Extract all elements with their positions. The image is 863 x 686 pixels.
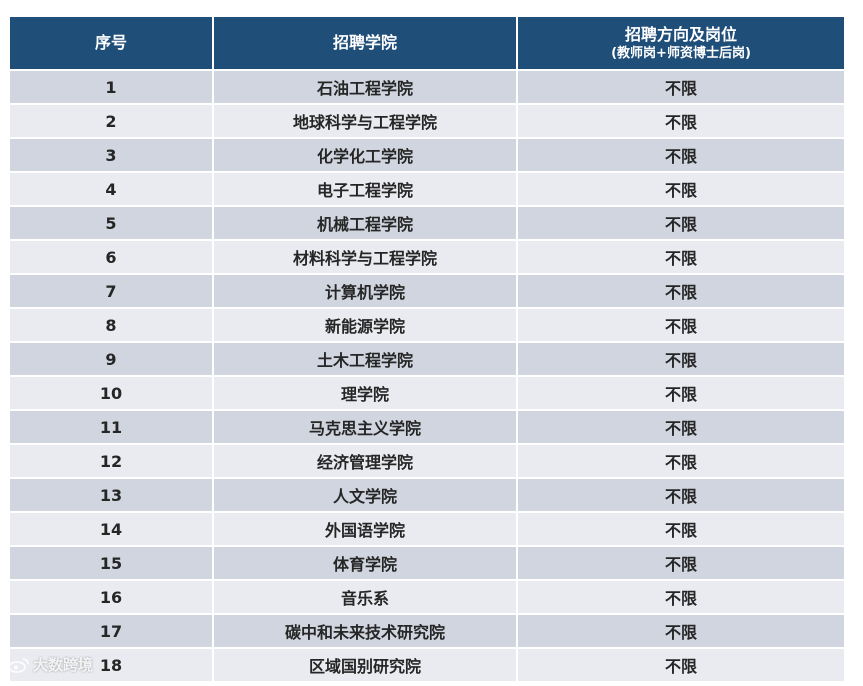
table-row: 3 化学化工学院 不限: [10, 139, 844, 171]
table-row: 6 材料科学与工程学院 不限: [10, 241, 844, 273]
table-row: 10 理学院 不限: [10, 377, 844, 409]
cell-number: 6: [10, 241, 212, 273]
table-body: 1 石油工程学院 不限 2 地球科学与工程学院 不限 3 化学化工学院 不限 4 电子工程学院 不限 5…: [10, 71, 844, 681]
cell-post: 不限: [518, 581, 844, 613]
header-number-label: 序号: [94, 33, 127, 52]
table-row: 7 计算机学院 不限: [10, 275, 844, 307]
cell-post: 不限: [518, 275, 844, 307]
cell-school: 材料科学与工程学院: [214, 241, 516, 273]
table-row: 16 音乐系 不限: [10, 581, 844, 613]
cell-number: 13: [10, 479, 212, 511]
cell-school: 地球科学与工程学院: [214, 105, 516, 137]
table-row: 12 经济管理学院 不限: [10, 445, 844, 477]
header-post: 招聘方向及岗位 (教师岗+师资博士后岗): [518, 17, 844, 69]
cell-number: 17: [10, 615, 212, 647]
cell-post: 不限: [518, 411, 844, 443]
cell-school: 机械工程学院: [214, 207, 516, 239]
table-row: 9 土木工程学院 不限: [10, 343, 844, 375]
cell-school: 体育学院: [214, 547, 516, 579]
cell-post: 不限: [518, 241, 844, 273]
cell-number: 9: [10, 343, 212, 375]
cell-post: 不限: [518, 207, 844, 239]
table-row: 4 电子工程学院 不限: [10, 173, 844, 205]
cell-school: 计算机学院: [214, 275, 516, 307]
table-row: 18 区域国别研究院 不限: [10, 649, 844, 681]
header-school-label: 招聘学院: [332, 33, 397, 52]
table-row: 13 人文学院 不限: [10, 479, 844, 511]
table-row: 8 新能源学院 不限: [10, 309, 844, 341]
cell-post: 不限: [518, 445, 844, 477]
cell-number: 4: [10, 173, 212, 205]
recruitment-table: 序号 招聘学院 招聘方向及岗位 (教师岗+师资博士后岗) 1 石油工程学院 不限 2 地…: [10, 17, 844, 683]
cell-post: 不限: [518, 649, 844, 681]
table-row: 14 外国语学院 不限: [10, 513, 844, 545]
cell-number: 18: [10, 649, 212, 681]
cell-number: 8: [10, 309, 212, 341]
header-post-sublabel: (教师岗+师资博士后岗): [611, 45, 751, 61]
cell-post: 不限: [518, 513, 844, 545]
cell-post: 不限: [518, 139, 844, 171]
cell-number: 3: [10, 139, 212, 171]
cell-school: 土木工程学院: [214, 343, 516, 375]
cell-post: 不限: [518, 343, 844, 375]
header-number: 序号: [10, 17, 212, 69]
cell-school: 理学院: [214, 377, 516, 409]
cell-number: 2: [10, 105, 212, 137]
watermark-text: 大数跨境: [33, 656, 94, 674]
cell-school: 马克思主义学院: [214, 411, 516, 443]
cell-number: 10: [10, 377, 212, 409]
cell-school: 人文学院: [214, 479, 516, 511]
cell-school: 外国语学院: [214, 513, 516, 545]
header-school: 招聘学院: [214, 17, 516, 69]
cell-post: 不限: [518, 377, 844, 409]
cell-post: 不限: [518, 309, 844, 341]
table-row: 11 马克思主义学院 不限: [10, 411, 844, 443]
weibo-logo-icon: [8, 657, 29, 673]
cell-post: 不限: [518, 173, 844, 205]
cell-school: 区域国别研究院: [214, 649, 516, 681]
table-row: 2 地球科学与工程学院 不限: [10, 105, 844, 137]
table-row: 17 碳中和未来技术研究院 不限: [10, 615, 844, 647]
cell-number: 1: [10, 71, 212, 103]
cell-number: 7: [10, 275, 212, 307]
table-row: 5 机械工程学院 不限: [10, 207, 844, 239]
cell-post: 不限: [518, 479, 844, 511]
cell-school: 化学化工学院: [214, 139, 516, 171]
watermark: 大数跨境: [8, 654, 93, 675]
cell-number: 12: [10, 445, 212, 477]
cell-school: 石油工程学院: [214, 71, 516, 103]
cell-school: 新能源学院: [214, 309, 516, 341]
table-row: 1 石油工程学院 不限: [10, 71, 844, 103]
table-row: 15 体育学院 不限: [10, 547, 844, 579]
table-header: 序号 招聘学院 招聘方向及岗位 (教师岗+师资博士后岗): [10, 17, 844, 69]
cell-number: 5: [10, 207, 212, 239]
header-post-label: 招聘方向及岗位: [624, 24, 737, 44]
cell-school: 经济管理学院: [214, 445, 516, 477]
cell-number: 11: [10, 411, 212, 443]
cell-number: 15: [10, 547, 212, 579]
cell-school: 电子工程学院: [214, 173, 516, 205]
cell-post: 不限: [518, 547, 844, 579]
cell-post: 不限: [518, 71, 844, 103]
cell-number: 16: [10, 581, 212, 613]
cell-post: 不限: [518, 615, 844, 647]
cell-school: 音乐系: [214, 581, 516, 613]
cell-post: 不限: [518, 105, 844, 137]
cell-number: 14: [10, 513, 212, 545]
cell-school: 碳中和未来技术研究院: [214, 615, 516, 647]
